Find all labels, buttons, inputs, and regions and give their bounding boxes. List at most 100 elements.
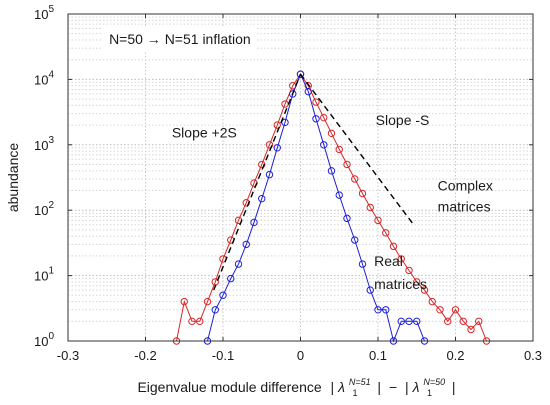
data-point-complex-matrices xyxy=(358,189,367,198)
data-point-real-matrices xyxy=(382,306,390,314)
series-line-complex-matrices xyxy=(176,73,487,342)
data-point-complex-matrices xyxy=(428,297,436,306)
y-tick-base: 10 xyxy=(34,269,48,284)
y-tick-base: 10 xyxy=(34,138,48,153)
y-tick-label: 102 xyxy=(34,200,54,218)
data-point-complex-matrices xyxy=(351,175,359,183)
y-tick-base: 10 xyxy=(34,7,48,22)
x-axis-label-text: Eigenvalue module difference xyxy=(137,379,321,395)
data-point-complex-matrices xyxy=(196,317,204,326)
annotation-label: Complex xyxy=(438,178,493,194)
data-point-real-matrices xyxy=(397,317,405,326)
x-axis-label-minus: − xyxy=(389,379,397,395)
data-point-complex-matrices xyxy=(265,141,274,149)
data-point-complex-matrices xyxy=(382,229,390,237)
y-tick-base: 10 xyxy=(34,72,48,87)
data-point-complex-matrices xyxy=(397,255,405,263)
x-tick-label: -0.2 xyxy=(134,348,156,363)
x-tick-label: -0.1 xyxy=(212,348,234,363)
data-point-real-matrices xyxy=(304,87,312,96)
data-point-complex-matrices xyxy=(273,121,281,129)
annotation-label: N=50 → N=51 inflation xyxy=(109,31,251,47)
x-axis-label: Eigenvalue module difference | λ N=51 1 … xyxy=(137,372,455,399)
data-point-complex-matrices xyxy=(451,306,460,314)
annotation-label: matrices xyxy=(374,276,427,292)
data-point-complex-matrices xyxy=(475,317,483,326)
data-point-real-matrices xyxy=(405,317,413,326)
data-point-real-matrices xyxy=(413,317,421,326)
data-point-complex-matrices xyxy=(312,98,320,106)
data-point-real-matrices xyxy=(211,306,219,314)
y-tick-label: 100 xyxy=(34,331,54,349)
y-tick-exponent: 4 xyxy=(48,69,54,80)
y-tick-exponent: 0 xyxy=(48,331,54,342)
y-tick-label: 101 xyxy=(34,266,54,284)
y-tick-exponent: 5 xyxy=(48,4,54,15)
annotation-label: matrices xyxy=(438,199,491,215)
data-point-complex-matrices xyxy=(304,82,312,90)
data-point-real-matrices xyxy=(343,214,351,223)
data-point-real-matrices xyxy=(250,218,258,227)
x-tick-label: 0 xyxy=(297,348,304,363)
y-tick-exponent: 1 xyxy=(48,266,54,277)
data-point-complex-matrices xyxy=(436,306,444,314)
annotation-box xyxy=(103,26,257,51)
annotation-label: Slope -S xyxy=(376,112,430,128)
data-point-real-matrices xyxy=(273,144,281,152)
data-point-real-matrices xyxy=(327,167,336,175)
data-point-complex-matrices xyxy=(343,160,351,169)
x-axis-label-abs-open-b: | xyxy=(405,379,409,395)
data-point-complex-matrices xyxy=(444,317,452,326)
y-tick-label: 103 xyxy=(34,135,54,153)
series-line-slope-s xyxy=(299,73,415,226)
y-axis-label: abundance xyxy=(5,143,21,213)
data-point-real-matrices xyxy=(366,286,374,294)
data-point-real-matrices xyxy=(358,260,367,268)
data-point-real-matrices xyxy=(296,70,305,78)
data-point-complex-matrices xyxy=(335,145,343,154)
data-point-real-matrices xyxy=(335,191,343,199)
x-axis-label-sup-a: N=51 xyxy=(349,377,371,387)
x-axis-label-lambda-a: λ xyxy=(337,379,345,395)
data-point-real-matrices xyxy=(234,260,243,268)
x-axis-label-abs-open: | xyxy=(331,379,335,395)
x-axis-label-sub-b: 1 xyxy=(427,388,432,398)
data-point-complex-matrices xyxy=(180,297,188,306)
data-point-complex-matrices xyxy=(320,113,328,122)
x-tick-label: 0.1 xyxy=(369,348,387,363)
data-point-real-matrices xyxy=(374,306,382,314)
data-point-complex-matrices xyxy=(188,317,196,326)
data-point-real-matrices xyxy=(242,240,250,249)
data-point-complex-matrices xyxy=(389,242,398,251)
data-point-real-matrices xyxy=(265,170,274,179)
series-line-slope-2s xyxy=(213,73,302,291)
x-axis-label-abs-close-b: | xyxy=(452,379,456,395)
data-point-real-matrices xyxy=(289,90,297,98)
data-point-complex-matrices xyxy=(413,278,421,286)
data-point-real-matrices xyxy=(258,194,266,203)
data-point-real-matrices xyxy=(351,236,359,244)
data-point-real-matrices xyxy=(320,141,328,149)
series-layer xyxy=(172,70,491,345)
annotation-label: Slope +2S xyxy=(172,124,237,140)
x-axis-label-lambda-b: λ xyxy=(412,379,420,395)
y-tick-exponent: 2 xyxy=(48,200,54,211)
annotation-layer: N=50 → N=51 inflation Slope +2S Slope -S Co… xyxy=(103,26,493,292)
data-point-complex-matrices xyxy=(405,266,413,275)
y-tick-label: 104 xyxy=(34,69,54,87)
data-point-real-matrices xyxy=(227,274,235,283)
data-point-complex-matrices xyxy=(374,216,382,225)
series-line-real-matrices xyxy=(207,72,425,343)
x-axis-label-sup-b: N=50 xyxy=(423,377,445,387)
x-tick-label: -0.3 xyxy=(57,348,79,363)
data-point-real-matrices xyxy=(219,291,227,299)
data-point-complex-matrices xyxy=(366,203,374,212)
y-tick-exponent: 3 xyxy=(48,135,54,146)
x-tick-label: 0.3 xyxy=(524,348,542,363)
data-point-complex-matrices xyxy=(327,129,336,137)
data-point-complex-matrices xyxy=(203,297,212,306)
y-tick-label: 105 xyxy=(34,4,54,22)
data-point-complex-matrices xyxy=(467,325,475,334)
annotation-label: Real xyxy=(374,253,403,269)
